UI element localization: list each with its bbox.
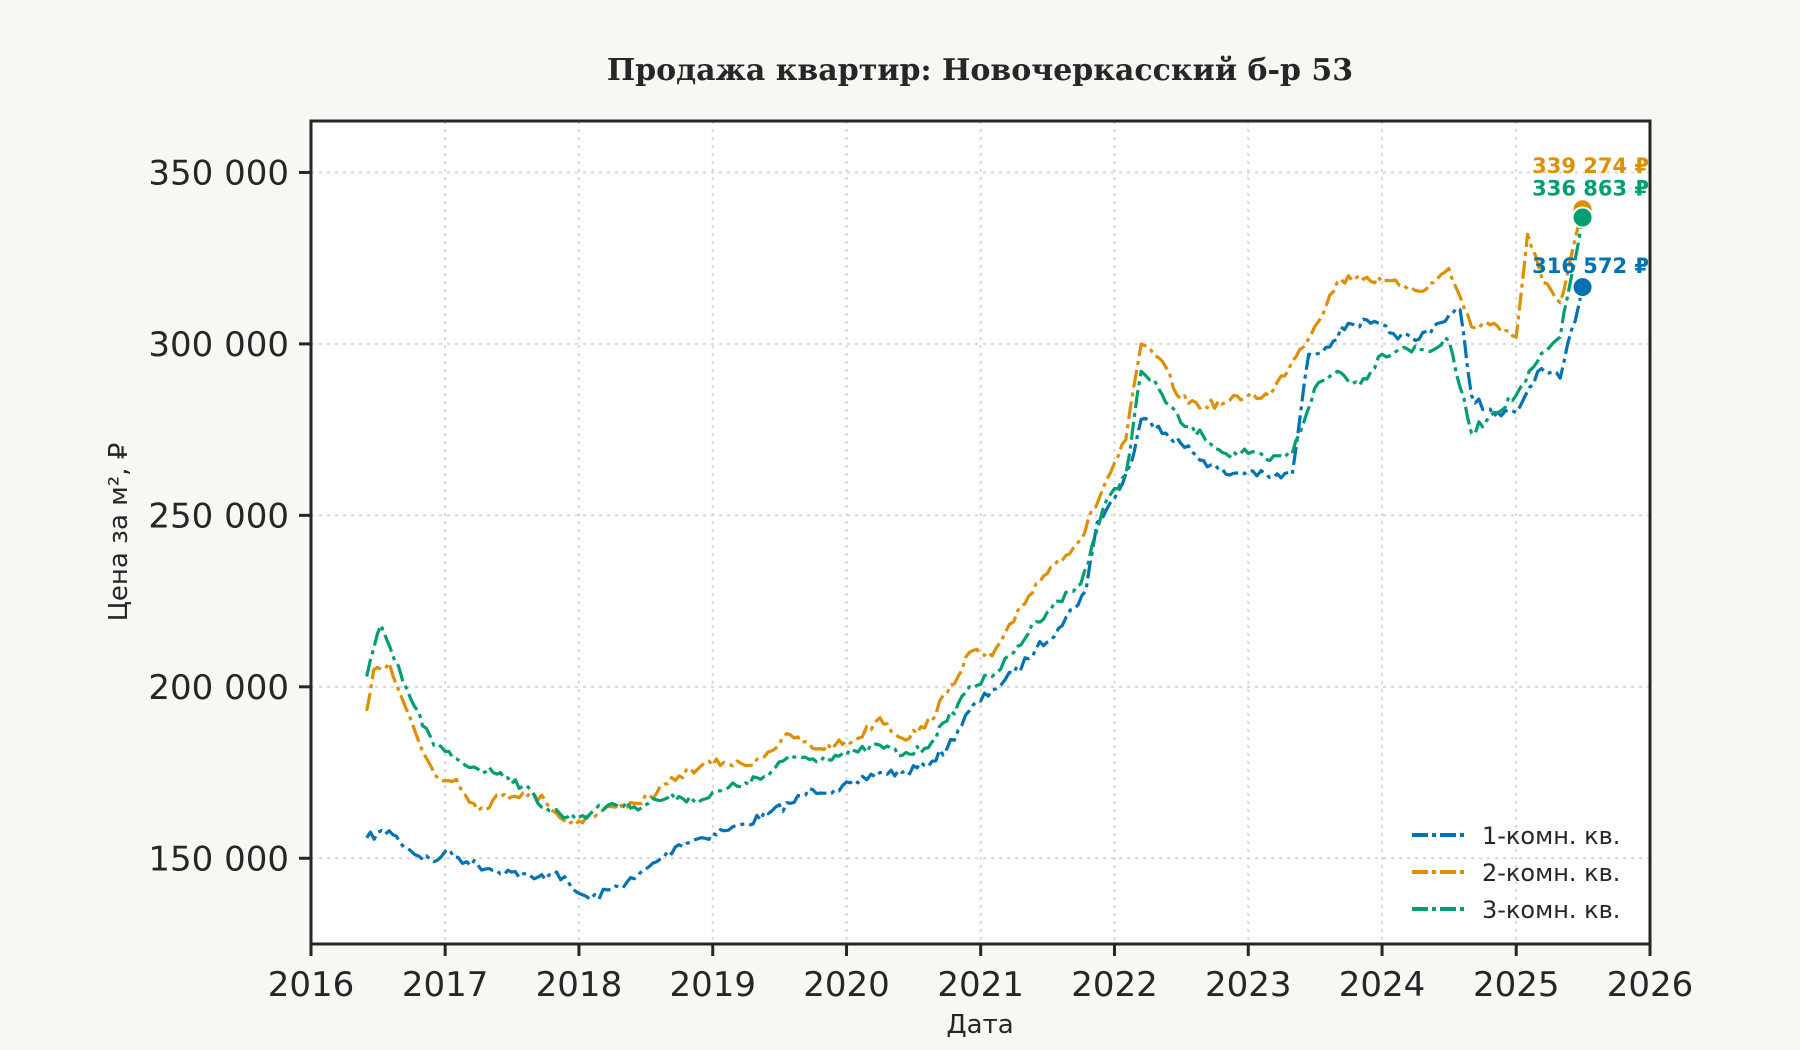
end-value-label-1: 316 572 ₽	[1532, 254, 1649, 278]
axis-layer: 150 000 200 000 250 000 300 000 350 000 2016 2…	[148, 153, 1693, 1005]
x-axis-label: Дата	[946, 1010, 1013, 1040]
chart-title: Продажа квартир: Новочеркасский б-р 53	[607, 53, 1353, 88]
plot-area	[311, 121, 1650, 944]
end-marker-1	[1571, 276, 1594, 299]
series-line-2	[365, 208, 1585, 827]
x-tick-label: 2019	[669, 965, 756, 1005]
series-line-3	[365, 217, 1585, 821]
x-tick-label: 2017	[402, 965, 489, 1005]
legend: 1-комн. кв. 2-комн. кв. 3-комн. кв.	[1412, 822, 1620, 924]
end-markers-layer: 316 572 ₽ 339 274 ₽336 863 ₽	[1532, 154, 1649, 299]
x-tick-label: 2026	[1607, 965, 1694, 1005]
series-layer	[365, 208, 1585, 901]
y-tick-label: 200 000	[148, 668, 289, 708]
x-tick-label: 2018	[536, 965, 623, 1005]
x-tick-label: 2023	[1205, 965, 1292, 1005]
y-axis-label: Цена за м², ₽	[104, 443, 134, 622]
x-tick-label: 2021	[937, 965, 1024, 1005]
x-tick-label: 2025	[1473, 965, 1560, 1005]
end-value-label-3: 336 863 ₽	[1532, 176, 1649, 200]
x-tick-label: 2022	[1071, 965, 1158, 1005]
legend-entry-1: 1-комн. кв.	[1482, 822, 1620, 850]
y-tick-label: 350 000	[148, 153, 289, 193]
y-tick-label: 150 000	[148, 839, 289, 879]
end-marker-3	[1571, 206, 1594, 229]
legend-entry-3: 3-комн. кв.	[1482, 896, 1620, 924]
x-tick-label: 2020	[803, 965, 890, 1005]
end-value-label-2: 339 274 ₽	[1532, 154, 1649, 178]
x-tick-label: 2024	[1339, 965, 1426, 1005]
y-tick-label: 300 000	[148, 325, 289, 365]
x-tick-label: 2016	[268, 965, 355, 1005]
y-tick-label: 250 000	[148, 496, 289, 536]
legend-entry-2: 2-комн. кв.	[1482, 859, 1620, 887]
